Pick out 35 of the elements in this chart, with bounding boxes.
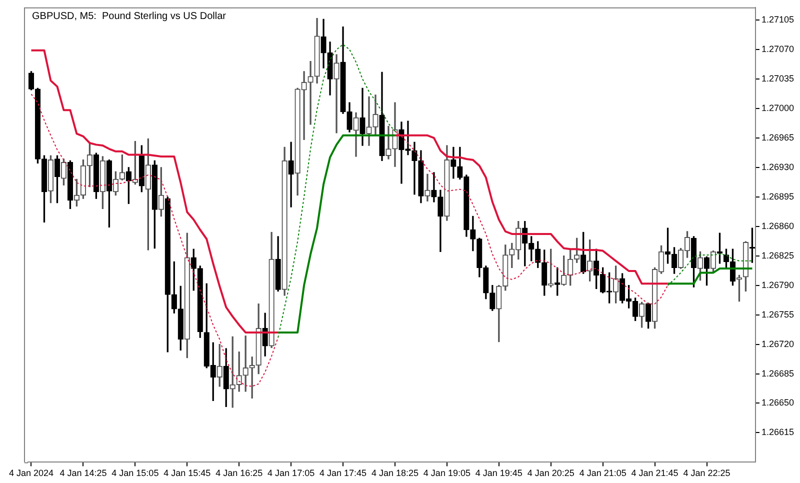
- x-tick-label: 4 Jan 2024: [8, 468, 54, 478]
- y-tick-label: 1.26650: [761, 398, 794, 408]
- candlestick: [366, 96, 372, 146]
- y-tick-label: 1.26860: [761, 220, 794, 231]
- x-tick-label: 4 Jan 21:45: [631, 468, 678, 478]
- x-tick-label: 4 Jan 17:45: [319, 468, 367, 478]
- x-tick-label: 4 Jan 22:25: [683, 468, 730, 478]
- y-tick-label: 1.26790: [761, 280, 794, 290]
- candlestick: [334, 54, 340, 134]
- y-tick-label: 1.26965: [761, 132, 794, 142]
- x-tick-label: 4 Jan 19:05: [423, 468, 470, 478]
- y-tick-label: 1.27070: [761, 44, 794, 54]
- y-tick-label: 1.26895: [761, 191, 794, 202]
- x-tick-label: 4 Jan 20:25: [527, 468, 574, 478]
- x-tick-label: 4 Jan 15:05: [112, 468, 159, 478]
- y-tick-label: 1.27000: [761, 102, 794, 113]
- candlestick: [288, 142, 294, 208]
- y-tick-label: 1.26685: [761, 368, 794, 378]
- x-tick-label: 4 Jan 16:25: [216, 468, 263, 478]
- y-tick-label: 1.27105: [761, 14, 794, 25]
- y-tick-label: 1.26755: [761, 309, 794, 320]
- y-tick-label: 1.26720: [761, 338, 794, 349]
- x-tick-label: 4 Jan 18:25: [371, 468, 419, 478]
- y-tick-label: 1.26930: [761, 162, 794, 172]
- x-tick-label: 4 Jan 21:05: [579, 468, 626, 478]
- y-tick-label: 1.27035: [761, 73, 794, 84]
- x-tick-label: 4 Jan 19:45: [475, 468, 522, 478]
- chart-title: GBPUSD, M5: Pound Sterling vs US Dollar: [32, 11, 227, 22]
- candlestick: [424, 174, 430, 202]
- x-tick-label: 4 Jan 14:25: [60, 468, 107, 478]
- y-tick-label: 1.26615: [761, 427, 794, 438]
- x-tick-label: 4 Jan 17:05: [268, 468, 315, 478]
- candlestick: [431, 172, 437, 202]
- y-tick-label: 1.26825: [761, 250, 794, 260]
- x-tick-label: 4 Jan 15:45: [164, 468, 211, 478]
